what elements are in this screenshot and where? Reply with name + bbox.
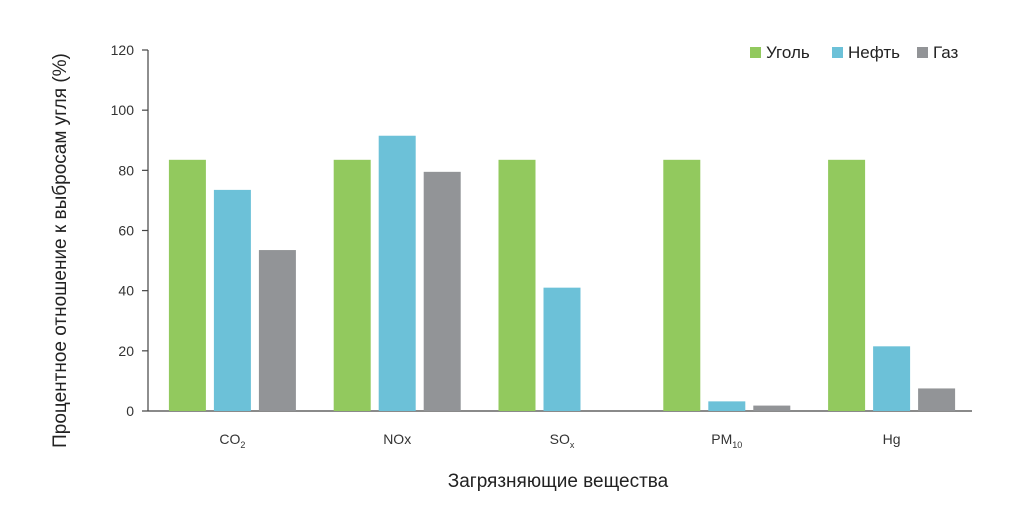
- x-tick-label-base: NOx: [383, 431, 411, 447]
- x-tick-label: NOx: [383, 431, 411, 447]
- x-tick-label-sub: 10: [732, 440, 742, 450]
- y-ticks: 0 20 40 60 80 100 120: [111, 42, 148, 419]
- bar-Газ-PM: [753, 405, 791, 411]
- bar-Газ-CO: [258, 250, 296, 411]
- bar-Нефть-CO: [213, 189, 251, 411]
- legend: Уголь Нефть Газ: [750, 43, 959, 62]
- x-tick-label: PM10: [711, 431, 742, 450]
- x-tick-label-sub: 2: [240, 440, 245, 450]
- x-tick-label-sub: x: [570, 440, 575, 450]
- y-tick-label: 40: [118, 283, 134, 299]
- y-tick-label: 60: [118, 223, 134, 239]
- legend-swatch: [832, 47, 843, 58]
- bar-Уголь-Hg: [828, 159, 866, 411]
- bar-Нефть-NOx: [378, 135, 416, 412]
- x-ticks: CO2 NOx SOx PM10 Hg: [219, 431, 900, 450]
- y-tick-label: 100: [111, 102, 135, 118]
- bar-Уголь-CO: [168, 159, 206, 411]
- y-tick-label: 80: [118, 162, 134, 178]
- legend-swatch: [750, 47, 761, 58]
- bar-Нефть-SO: [543, 287, 581, 411]
- x-tick-label-base: CO: [219, 431, 240, 447]
- x-tick-label-base: SO: [550, 431, 570, 447]
- bar-Газ-Hg: [918, 388, 956, 411]
- x-tick-label: SOx: [550, 431, 575, 450]
- bar-Уголь-SO: [498, 159, 536, 411]
- x-tick-label-base: PM: [711, 431, 732, 447]
- y-axis-title: Процентное отношение к выбросам угля (%): [50, 53, 71, 448]
- x-axis-title: Загрязняющие вещества: [448, 471, 669, 492]
- bar-Газ-NOx: [423, 171, 461, 411]
- y-tick-label: 20: [118, 343, 134, 359]
- legend-label: Нефть: [848, 43, 900, 62]
- bar-Нефть-Hg: [873, 346, 911, 411]
- bars: [168, 135, 956, 412]
- y-tick-label: 120: [111, 42, 135, 58]
- x-tick-label: Hg: [883, 431, 901, 447]
- legend-label: Газ: [933, 43, 959, 62]
- y-tick-label: 0: [126, 403, 134, 419]
- bar-Нефть-PM: [708, 401, 746, 411]
- x-tick-label-base: Hg: [883, 431, 901, 447]
- legend-swatch: [917, 47, 928, 58]
- bar-Уголь-NOx: [333, 159, 371, 411]
- legend-label: Уголь: [766, 43, 810, 62]
- x-tick-label: CO2: [219, 431, 245, 450]
- bar-Уголь-PM: [663, 159, 701, 411]
